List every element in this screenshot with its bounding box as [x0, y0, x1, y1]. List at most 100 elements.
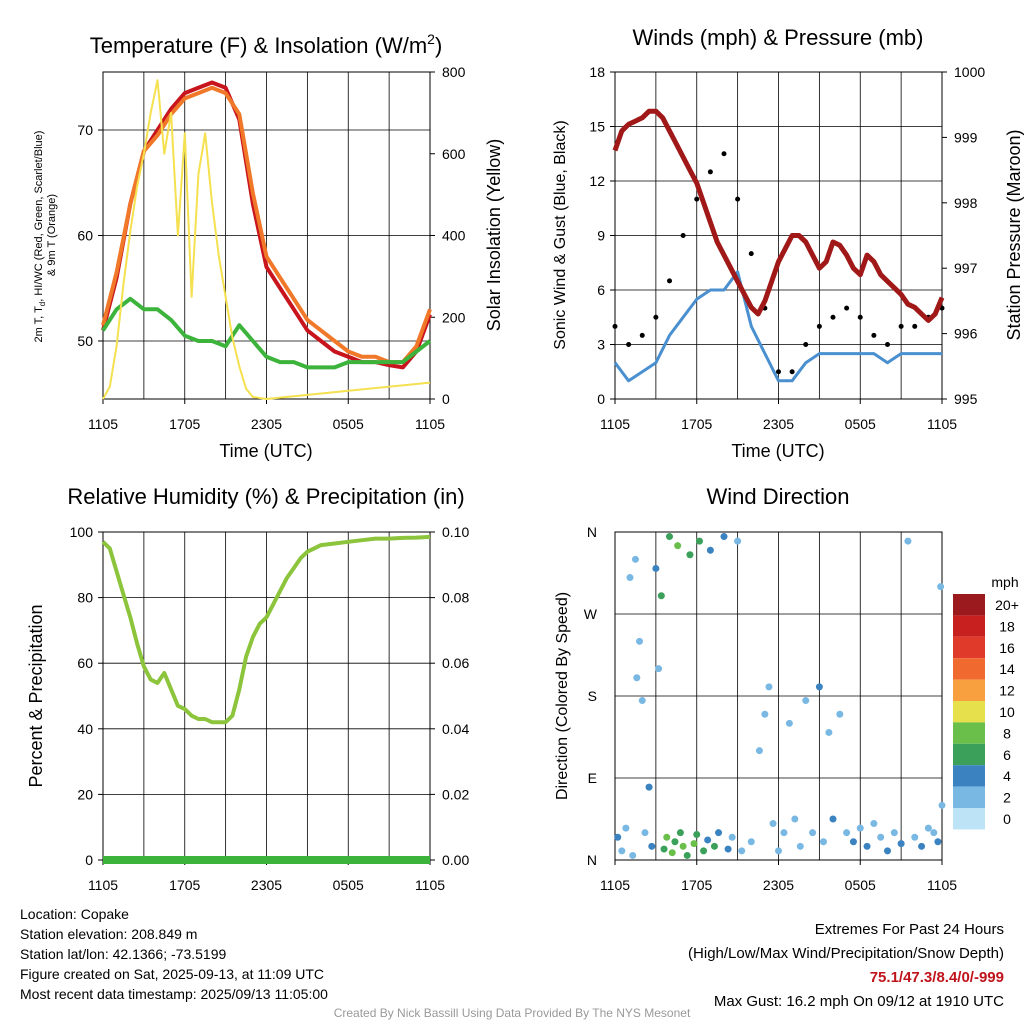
winds-ytick-label: 3 — [597, 337, 605, 353]
temperature-xtick-label: 2305 — [251, 416, 282, 432]
temperature-ytick-label: 70 — [77, 122, 93, 138]
humidity-xtick-label: 0505 — [333, 877, 364, 893]
direction-point — [686, 551, 694, 559]
direction-point — [614, 833, 622, 841]
direction-point — [938, 801, 946, 809]
winds-ytick-label: 9 — [597, 228, 605, 244]
winds-xtick-label: 1105 — [927, 416, 957, 432]
pressure-y2tick-label: 997 — [954, 260, 978, 276]
gust-point — [735, 196, 741, 202]
winds-xtick-label: 1105 — [600, 416, 630, 432]
series-t_d — [101, 296, 432, 370]
direction-point — [849, 838, 857, 846]
legend-label: 8 — [1003, 725, 1011, 741]
legend-label: 2 — [1003, 790, 1011, 806]
max-gust-text: Max Gust: 16.2 mph On 09/12 at 1910 UTC — [713, 993, 1004, 1010]
direction-point — [666, 533, 673, 541]
direction-point — [802, 697, 810, 705]
humidity-xtick-label: 2305 — [251, 877, 282, 893]
legend-label: 4 — [1003, 768, 1011, 784]
direction-panel: Wind Direction Direction (Colored By Spe… — [554, 484, 1019, 893]
precip-y2tick-label: 0.10 — [442, 524, 469, 540]
series-relative-humidity — [101, 534, 431, 725]
temperature-xlabel: Time (UTC) — [219, 441, 312, 461]
direction-ytick-label: N — [587, 524, 597, 540]
direction-point — [622, 824, 630, 832]
legend-swatch — [953, 765, 985, 787]
direction-point — [720, 533, 728, 541]
legend-swatch — [953, 594, 985, 616]
legend-label: 0 — [1003, 811, 1011, 827]
direction-point — [626, 574, 634, 582]
series-9m-t — [101, 85, 432, 365]
gust-point — [694, 196, 700, 202]
winds-ytick-label: 6 — [597, 282, 605, 298]
legend-label: 20+ — [995, 597, 1019, 613]
direction-point — [870, 820, 878, 828]
direction-point — [911, 833, 919, 841]
gust-point — [803, 342, 809, 347]
pressure-y2tick-label: 995 — [954, 391, 978, 407]
humidity-title: Relative Humidity (%) & Precipitation (i… — [67, 484, 464, 509]
direction-point — [819, 838, 827, 846]
winds-ytick-label: 18 — [589, 64, 605, 80]
humidity-ytick-label: 40 — [77, 721, 93, 737]
gust-point — [912, 323, 918, 329]
extremes-title: Extremes For Past 24 Hours — [814, 921, 1004, 938]
direction-point — [683, 851, 691, 859]
gust-point — [844, 305, 850, 311]
temperature-xtick-label: 1705 — [169, 416, 200, 432]
direction-point — [791, 815, 799, 823]
gust-point — [653, 314, 659, 320]
precip-y2tick-label: 0.08 — [442, 590, 469, 606]
station-info: Location: Copake Station elevation: 208.… — [20, 904, 328, 1004]
insolation-y2tick-label: 800 — [442, 64, 466, 80]
humidity-ytick-label: 0 — [85, 852, 93, 868]
humidity-ytick-label: 100 — [70, 524, 94, 540]
precip-y2tick-label: 0.00 — [442, 852, 469, 868]
direction-point — [660, 845, 668, 853]
extremes-values: 75.1/47.3/8.4/0/-999 — [869, 969, 1004, 986]
direction-point — [700, 847, 708, 855]
direction-point — [775, 847, 782, 855]
direction-point — [710, 842, 718, 850]
gust-point — [667, 278, 672, 284]
direction-point — [755, 747, 763, 755]
winds-ytick-label: 12 — [589, 173, 605, 189]
temperature-ylabel: 2m T, Td, HI/WC (Red, Green, Scarlet/Blu… — [33, 128, 58, 343]
pressure-y2tick-label: 996 — [954, 326, 978, 342]
direction-point — [636, 637, 644, 645]
legend-label: 18 — [999, 618, 1015, 634]
direction-point — [769, 820, 777, 828]
winds-xlabel: Time (UTC) — [731, 441, 824, 461]
direction-point — [856, 824, 864, 832]
direction-point — [815, 683, 823, 691]
direction-point — [877, 833, 885, 841]
pressure-y2tick-label: 999 — [954, 129, 978, 145]
legend-label: 6 — [1003, 747, 1011, 763]
temperature-y2label: Solar Insolation (Yellow) — [484, 139, 504, 331]
humidity-ytick-label: 20 — [77, 786, 93, 802]
direction-point — [937, 583, 945, 591]
precip-y2tick-label: 0.06 — [442, 655, 469, 671]
direction-point — [796, 842, 804, 850]
humidity-ytick-label: 80 — [77, 590, 93, 606]
direction-point — [652, 564, 660, 572]
legend-title: mph — [991, 574, 1018, 590]
direction-point — [825, 728, 833, 736]
temperature-ytick-label: 60 — [77, 228, 93, 244]
latlon-text: Station lat/lon: 42.1366; -73.5199 — [20, 946, 227, 962]
direction-point — [930, 829, 938, 837]
direction-point — [809, 829, 817, 837]
humidity-ytick-label: 60 — [77, 655, 93, 671]
direction-point — [663, 833, 671, 841]
direction-point — [706, 546, 714, 554]
temperature-xtick-label: 1105 — [88, 416, 118, 432]
direction-point — [618, 847, 626, 855]
gust-point — [721, 151, 727, 157]
winds-ylabel: Sonic Wind & Gust (Blue, Black) — [552, 120, 569, 349]
direction-point — [631, 555, 639, 563]
elevation-text: Station elevation: 208.849 m — [20, 926, 198, 942]
direction-title: Wind Direction — [706, 484, 849, 509]
humidity-xtick-label: 1105 — [415, 877, 445, 893]
